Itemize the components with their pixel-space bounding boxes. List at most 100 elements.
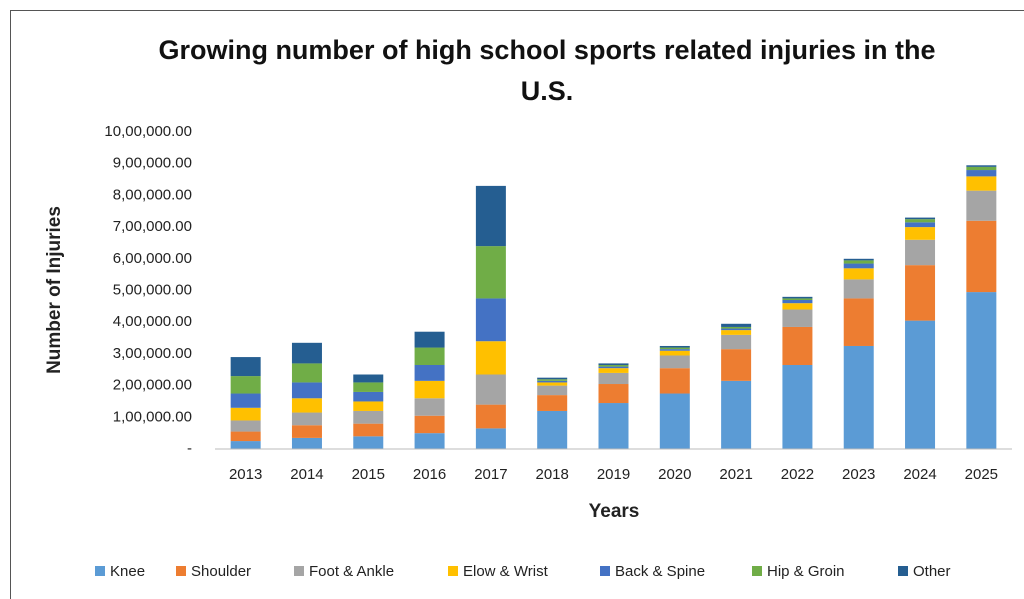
bar-segment bbox=[905, 219, 936, 223]
y-axis-label: Number of Injuries bbox=[44, 206, 65, 374]
bar-segment bbox=[537, 385, 568, 396]
y-tick-label: 6,00,000.00 bbox=[113, 250, 192, 267]
bar-segment bbox=[230, 431, 261, 442]
y-tick-label: 4,00,000.00 bbox=[113, 313, 192, 330]
bar-segment bbox=[414, 415, 445, 434]
bar-segment bbox=[475, 404, 506, 429]
bar-segment bbox=[230, 420, 261, 432]
bar-segment bbox=[414, 433, 445, 449]
bar-segment bbox=[966, 176, 997, 191]
bar-segment bbox=[782, 309, 813, 327]
frame bbox=[10, 10, 1024, 599]
bar-segment bbox=[598, 384, 629, 404]
bar-segment bbox=[414, 347, 445, 365]
bar-segment bbox=[230, 376, 261, 394]
legend-swatch bbox=[294, 566, 304, 576]
bar-segment bbox=[659, 355, 690, 369]
bar-segment bbox=[537, 410, 568, 449]
bar-segment bbox=[659, 368, 690, 394]
bar-segment bbox=[230, 407, 261, 421]
bar-segment bbox=[353, 374, 384, 383]
bar-segment bbox=[475, 374, 506, 405]
bar-segment bbox=[966, 220, 997, 293]
bar-segment bbox=[598, 372, 629, 385]
x-tick-label: 2018 bbox=[536, 466, 569, 483]
y-tick-label: 10,00,000.00 bbox=[104, 123, 192, 140]
y-tick-label: 9,00,000.00 bbox=[113, 155, 192, 172]
bar-segment bbox=[230, 357, 261, 377]
bar-segment bbox=[843, 279, 874, 299]
bar-segment bbox=[843, 260, 874, 264]
bar-segment bbox=[475, 246, 506, 299]
bar-segment bbox=[537, 382, 568, 386]
y-tick-label: - bbox=[187, 440, 192, 457]
bar-segment bbox=[905, 265, 936, 321]
x-tick-label: 2014 bbox=[290, 466, 323, 483]
legend-label: Hip & Groin bbox=[767, 563, 845, 580]
bar-segment bbox=[353, 436, 384, 449]
y-tick-label: 5,00,000.00 bbox=[113, 281, 192, 298]
bar-segment bbox=[905, 320, 936, 449]
bar-segment bbox=[721, 323, 752, 327]
bar-segment bbox=[782, 303, 813, 310]
bar-segment bbox=[353, 391, 384, 402]
legend-swatch bbox=[600, 566, 610, 576]
legend-label: Foot & Ankle bbox=[309, 563, 394, 580]
legend-label: Back & Spine bbox=[615, 563, 705, 580]
legend-label: Knee bbox=[110, 563, 145, 580]
bar-segment bbox=[414, 398, 445, 416]
bar-segment bbox=[721, 330, 752, 335]
bar-segment bbox=[843, 298, 874, 346]
bar-segment bbox=[291, 398, 322, 413]
y-tick-label: 2,00,000.00 bbox=[113, 377, 192, 394]
bar-segment bbox=[843, 345, 874, 449]
bar-segment bbox=[721, 380, 752, 449]
bar-segment bbox=[291, 342, 322, 364]
bar-segment bbox=[782, 326, 813, 365]
x-axis-label: Years bbox=[589, 501, 640, 522]
legend-label: Shoulder bbox=[191, 563, 251, 580]
legend-swatch bbox=[752, 566, 762, 576]
bar-segment bbox=[721, 326, 752, 329]
bar-segment bbox=[475, 341, 506, 375]
bar-segment bbox=[291, 412, 322, 426]
bar-segment bbox=[905, 239, 936, 266]
bar-segment bbox=[291, 425, 322, 438]
bar-segment bbox=[537, 379, 568, 381]
bar-segment bbox=[537, 380, 568, 383]
y-tick-label: 3,00,000.00 bbox=[113, 345, 192, 362]
chart-title: Growing number of high school sports rel… bbox=[158, 35, 936, 106]
bar-segment bbox=[782, 296, 813, 299]
bar-segment bbox=[782, 364, 813, 449]
bar-segment bbox=[659, 345, 690, 348]
bar-segment bbox=[782, 298, 813, 301]
bar-segment bbox=[659, 350, 690, 356]
bar-segment bbox=[537, 377, 568, 380]
bar-segment bbox=[966, 190, 997, 221]
bar-segment bbox=[475, 298, 506, 342]
y-tick-label: 7,00,000.00 bbox=[113, 218, 192, 235]
bar-segment bbox=[659, 393, 690, 449]
bar-segment bbox=[414, 364, 445, 381]
bar-segment bbox=[353, 410, 384, 424]
legend-label: Other bbox=[913, 563, 951, 580]
x-tick-label: 2017 bbox=[474, 466, 507, 483]
legend-swatch bbox=[176, 566, 186, 576]
bar-segment bbox=[291, 363, 322, 383]
bar-segment bbox=[721, 349, 752, 381]
y-tick-label: 8,00,000.00 bbox=[113, 186, 192, 203]
bar-segment bbox=[537, 395, 568, 411]
bar-segment bbox=[353, 423, 384, 437]
legend-swatch bbox=[898, 566, 908, 576]
y-tick-label: 1,00,000.00 bbox=[113, 408, 192, 425]
legend-swatch bbox=[95, 566, 105, 576]
bar-segment bbox=[414, 331, 445, 348]
bar-segment bbox=[230, 441, 261, 449]
x-tick-label: 2016 bbox=[413, 466, 446, 483]
bar-segment bbox=[843, 258, 874, 261]
legend-swatch bbox=[448, 566, 458, 576]
x-tick-label: 2022 bbox=[781, 466, 814, 483]
bar-segment bbox=[843, 263, 874, 269]
x-tick-label: 2021 bbox=[719, 466, 752, 483]
